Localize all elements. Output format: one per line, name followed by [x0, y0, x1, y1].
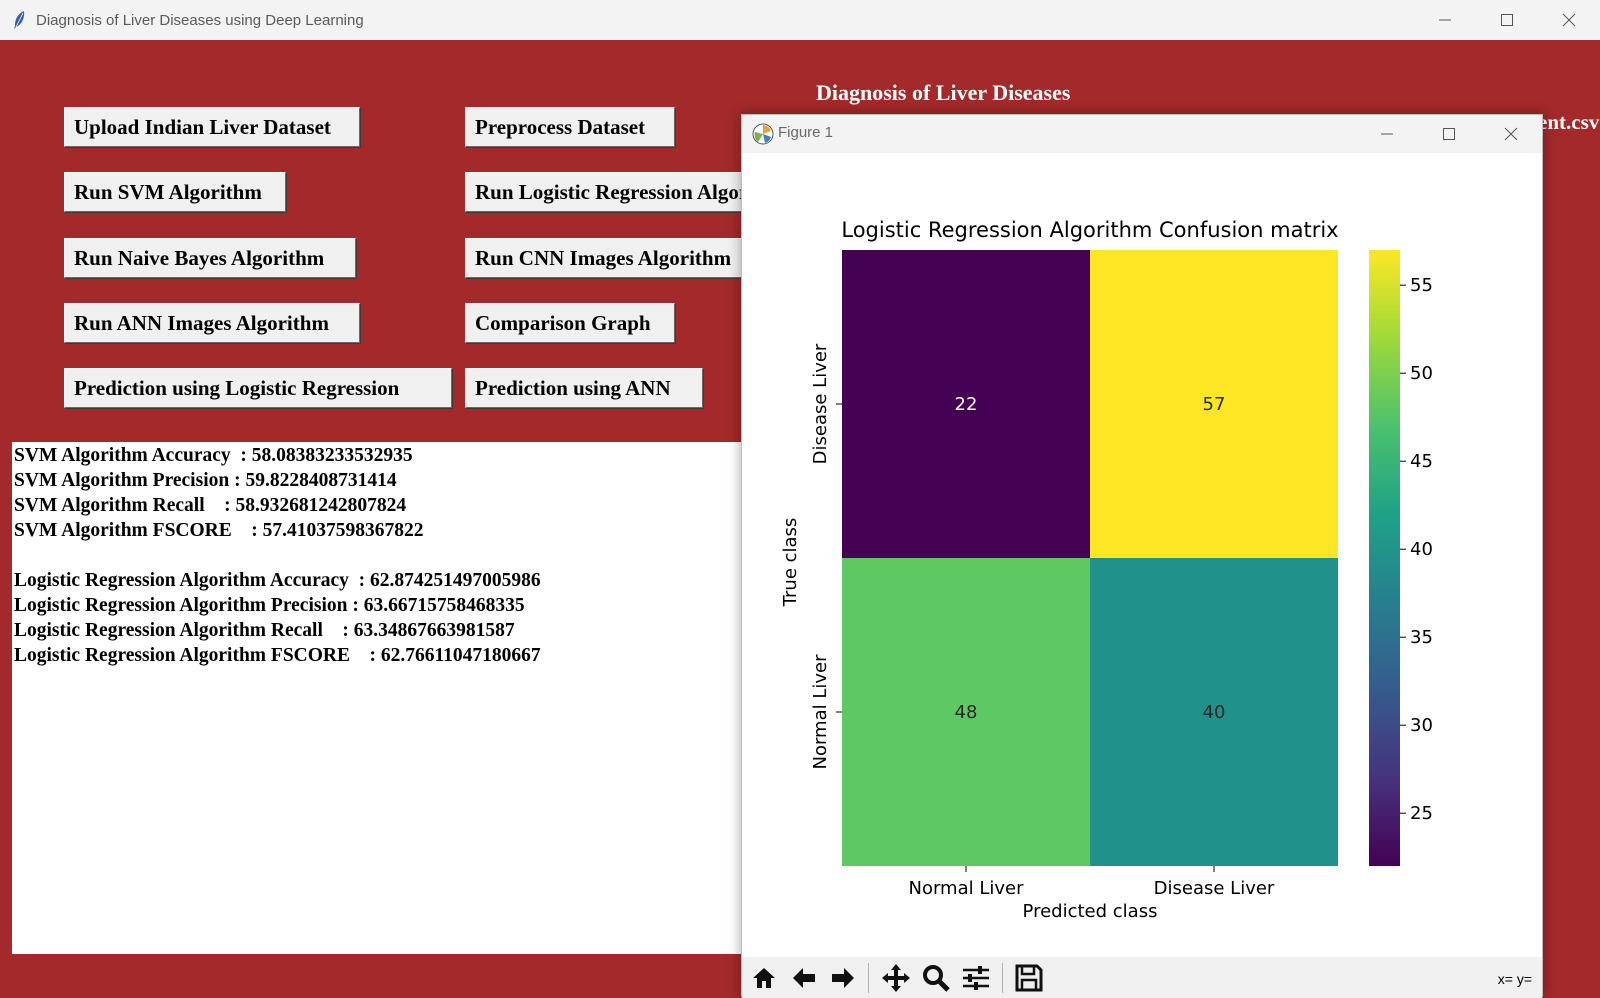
chart-title: Logistic Regression Algorithm Confusion … [841, 218, 1338, 242]
close-icon[interactable] [1538, 0, 1600, 40]
colorbar-tick-label: 50 [1410, 363, 1433, 384]
colorbar-tick-label: 25 [1410, 803, 1433, 824]
heatmap-cell [1090, 250, 1338, 558]
colorbar-tick-label: 45 [1410, 451, 1433, 472]
minimize-icon[interactable] [1414, 0, 1476, 40]
colorbar [1369, 250, 1400, 866]
confusion-matrix-chart: Logistic Regression Algorithm Confusion … [780, 218, 1433, 922]
colorbar-tick-label: 35 [1410, 627, 1433, 648]
y-tick-label: Normal Liver [810, 654, 831, 770]
prediction-logistic-regression-button[interactable]: Prediction using Logistic Regression [64, 368, 452, 408]
output-line: Logistic Regression Algorithm FSCORE : 6… [14, 645, 541, 666]
run-logistic-regression-button[interactable]: Run Logistic Regression Algorithm [465, 172, 795, 212]
colorbar-tick-label: 40 [1410, 539, 1433, 560]
pan-icon[interactable] [879, 961, 913, 995]
window-title: Diagnosis of Liver Diseases using Deep L… [36, 11, 364, 29]
cell-value-label: 48 [955, 702, 978, 723]
colorbar-tick-label: 55 [1410, 275, 1433, 296]
output-line: SVM Algorithm Precision : 59.82284087314… [14, 470, 397, 491]
x-tick-label: Normal Liver [908, 878, 1024, 899]
output-line: SVM Algorithm FSCORE : 57.41037598367822 [14, 520, 424, 541]
prediction-ann-button[interactable]: Prediction using ANN [465, 368, 703, 408]
output-line: Logistic Regression Algorithm Precision … [14, 595, 525, 616]
y-tick-label: Disease Liver [810, 343, 831, 464]
figure-title: Figure 1 [778, 124, 834, 141]
output-line: SVM Algorithm Accuracy : 58.083832335329… [14, 445, 413, 466]
heatmap-cell [1090, 558, 1338, 866]
figure-window: Figure 1 Logis [741, 114, 1543, 998]
back-icon[interactable] [787, 961, 821, 995]
run-cnn-images-button[interactable]: Run CNN Images Algorithm [465, 238, 765, 278]
save-icon[interactable] [1012, 961, 1046, 995]
home-icon[interactable] [747, 961, 781, 995]
figure-titlebar: Figure 1 [742, 115, 1542, 153]
figure-close-icon[interactable] [1480, 115, 1542, 153]
figure-minimize-icon[interactable] [1356, 115, 1418, 153]
output-line: Logistic Regression Algorithm Accuracy :… [14, 570, 541, 591]
matplotlib-icon [752, 123, 774, 145]
heatmap-cell [842, 558, 1090, 866]
run-naive-bayes-button[interactable]: Run Naive Bayes Algorithm [64, 238, 356, 278]
window-titlebar: Diagnosis of Liver Diseases using Deep L… [0, 0, 1600, 40]
x-axis-label: Predicted class [1023, 901, 1158, 922]
run-ann-images-button[interactable]: Run ANN Images Algorithm [64, 303, 360, 343]
x-tick-label: Disease Liver [1154, 878, 1275, 899]
output-line: Logistic Regression Algorithm Recall : 6… [14, 620, 515, 641]
preprocess-dataset-button[interactable]: Preprocess Dataset [465, 107, 675, 147]
heatmap-cell [842, 250, 1090, 558]
comparison-graph-button[interactable]: Comparison Graph [465, 303, 675, 343]
forward-icon[interactable] [826, 961, 860, 995]
feather-app-icon [14, 11, 25, 29]
app-heading: Diagnosis of Liver Diseases [816, 80, 1071, 105]
colorbar-tick-label: 30 [1410, 715, 1433, 736]
run-svm-button[interactable]: Run SVM Algorithm [64, 172, 286, 212]
results-text-area[interactable]: SVM Algorithm Accuracy : 58.083832335329… [12, 442, 752, 954]
cursor-coordinates: x= y= [1497, 971, 1532, 987]
toolbar-separator [868, 963, 869, 993]
configure-subplots-icon[interactable] [959, 961, 993, 995]
y-axis-label: True class [780, 518, 801, 608]
dataset-path-label: ent.csv [1538, 110, 1600, 134]
maximize-icon[interactable] [1476, 0, 1538, 40]
zoom-icon[interactable] [919, 961, 953, 995]
cell-value-label: 57 [1203, 394, 1226, 415]
figure-toolbar: x= y= [742, 957, 1542, 998]
upload-dataset-button[interactable]: Upload Indian Liver Dataset [64, 107, 360, 147]
output-line: SVM Algorithm Recall : 58.93268124280782… [14, 495, 407, 516]
cell-value-label: 22 [955, 394, 978, 415]
toolbar-separator [1002, 963, 1003, 993]
cell-value-label: 40 [1203, 702, 1226, 723]
figure-maximize-icon[interactable] [1418, 115, 1480, 153]
